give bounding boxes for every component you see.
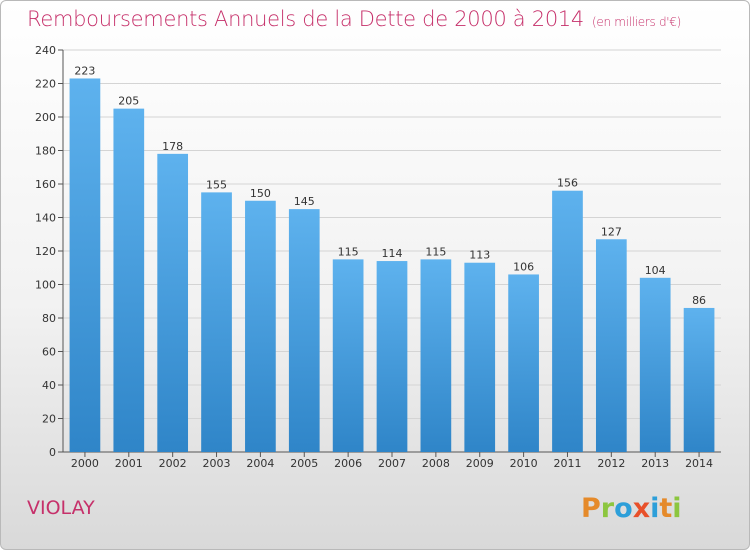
bar-2009[interactable] [464,262,496,452]
data-label-2002: 178 [162,140,183,153]
y-tick-label: 240 [35,44,56,57]
data-label-2012: 127 [601,225,622,238]
x-tick-label-2006: 2006 [334,457,362,470]
y-tick-label: 120 [35,245,56,258]
bar-2010[interactable] [508,274,539,452]
bar-2012[interactable] [595,239,627,452]
chart-unit: (en milliers d'€) [592,15,682,29]
y-tick-label: 60 [42,346,56,359]
x-tick-label-2008: 2008 [422,457,450,470]
bar-2000[interactable] [69,78,101,452]
bars [69,78,715,452]
x-axis: 2000 2001 2002 2003 2004 2005 2006 2007 2008 2009… [71,452,713,470]
data-label-2014: 86 [692,294,706,307]
y-tick-label: 100 [35,279,56,292]
y-tick-label: 160 [35,178,56,191]
x-tick-label-2014: 2014 [685,457,713,470]
data-label-2001: 205 [118,95,139,108]
bar-2008[interactable] [420,259,452,452]
y-tick-label: 80 [42,312,56,325]
bar-2005[interactable] [288,209,320,452]
y-tick-label: 140 [35,212,56,225]
data-label-2004: 150 [250,187,271,200]
x-tick-label-2007: 2007 [378,457,406,470]
x-tick-label-2010: 2010 [510,457,538,470]
data-label-2010: 106 [513,260,534,273]
x-tick-label-2013: 2013 [641,457,669,470]
bar-2004[interactable] [245,200,276,452]
data-label-2003: 155 [206,178,227,191]
bar-2006[interactable] [332,259,364,452]
data-label-2009: 113 [469,249,490,262]
x-tick-label-2011: 2011 [553,457,581,470]
y-tick-label: 20 [42,413,56,426]
y-tick-label: 40 [42,379,56,392]
bar-2014[interactable] [683,307,715,452]
x-tick-label-2000: 2000 [71,457,99,470]
data-label-2013: 104 [645,264,666,277]
data-label-2006: 115 [338,245,359,258]
x-tick-label-2004: 2004 [246,457,274,470]
x-tick-label-2001: 2001 [115,457,143,470]
bar-2002[interactable] [157,153,189,452]
chart-title-text: Remboursements Annuels de la Dette de 20… [27,7,584,31]
data-label-2000: 223 [74,64,95,77]
y-tick-label: 200 [35,111,56,124]
x-tick-label-2003: 2003 [203,457,231,470]
y-tick-label: 220 [35,78,56,91]
x-tick-label-2009: 2009 [466,457,494,470]
proxiti-logo[interactable]: Proxiti [579,487,699,527]
x-tick-label-2012: 2012 [597,457,625,470]
y-tick-label: 0 [49,446,56,459]
bar-2001[interactable] [113,108,145,452]
data-label-2005: 145 [294,195,315,208]
y-axis: 0 20 40 60 80 100 120 140 160 180 200 220 240 [35,44,64,459]
y-tick-label: 180 [35,145,56,158]
bar-2011[interactable] [552,190,583,452]
bar-2003[interactable] [201,192,232,452]
bar-2007[interactable] [376,261,408,452]
data-label-2008: 115 [425,245,446,258]
svg-text:Proxiti: Proxiti [581,493,682,524]
data-label-2007: 114 [382,247,403,260]
x-tick-label-2005: 2005 [290,457,318,470]
bar-2013[interactable] [639,277,671,452]
data-labels: 223 205 178 155 150 145 115 114 115 113 106 156 127 1… [74,64,706,306]
data-label-2011: 156 [557,177,578,190]
chart-title: Remboursements Annuels de la Dette de 20… [27,7,681,31]
commune-name: VIOLAY [27,497,95,519]
x-tick-label-2002: 2002 [159,457,187,470]
